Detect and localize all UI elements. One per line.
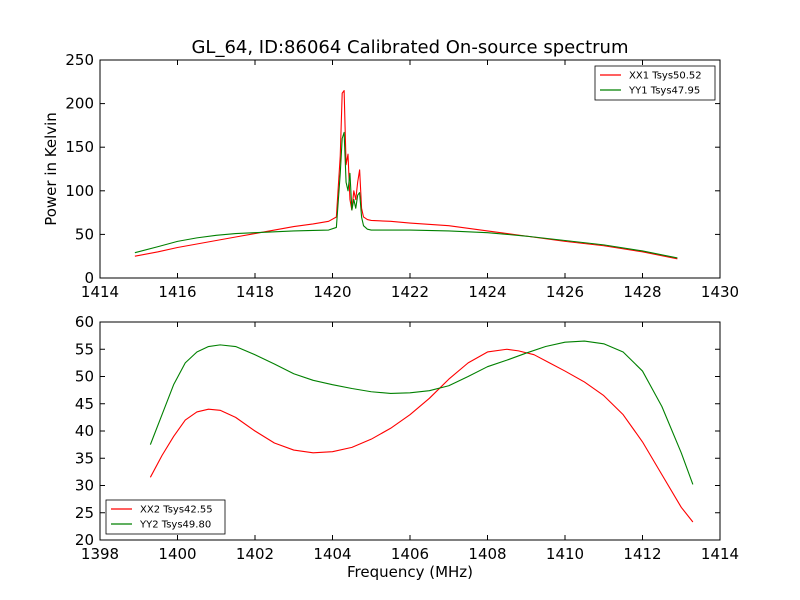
x-tick-label: 1422	[391, 283, 429, 301]
x-tick-label: 1418	[236, 283, 274, 301]
y-tick-label: 150	[65, 138, 94, 156]
x-tick-label: 1426	[546, 283, 584, 301]
series-line-1	[134, 131, 678, 259]
y-tick-label: 20	[75, 531, 94, 549]
top-chart: 1414 1416 1418 1420 1422 1424 1426 1428 1430 0 50 1…	[65, 51, 739, 301]
legend-entry-0: XX1 Tsys50.52	[629, 71, 702, 82]
x-tick-label: 1420	[313, 283, 351, 301]
bottom-x-axis-label: Frequency (MHz)	[347, 563, 473, 581]
x-tick-label: 1428	[623, 283, 661, 301]
series-line-0	[134, 89, 678, 260]
x-tick-label: 1430	[701, 283, 739, 301]
x-tick-label: 1400	[158, 545, 196, 563]
y-tick-label: 250	[65, 51, 94, 69]
y-tick-label: 60	[75, 313, 94, 331]
x-tick-label: 1410	[546, 545, 584, 563]
x-tick-label: 1412	[623, 545, 661, 563]
x-tick-label: 1414	[81, 283, 119, 301]
y-tick-label: 45	[75, 395, 94, 413]
legend-entry-1: YY1 Tsys47.95	[628, 86, 700, 97]
bottom-chart: 1398 1400 1402 1404 1406 1408 1410 1412 1414 20 25…	[75, 313, 739, 563]
legend-entry-1: YY2 Tsys49.80	[139, 520, 211, 531]
x-tick-label: 1414	[701, 545, 739, 563]
y-tick-label: 30	[75, 477, 94, 495]
chart-title: GL_64, ID:86064 Calibrated On-source spe…	[191, 37, 628, 58]
x-tick-label: 1402	[236, 545, 274, 563]
y-tick-label: 200	[65, 95, 94, 113]
legend-box	[594, 65, 716, 101]
x-tick-label: 1406	[391, 545, 429, 563]
y-tick-label: 100	[65, 182, 94, 200]
x-tick-label: 1404	[313, 545, 351, 563]
legend: XX1 Tsys50.52 YY1 Tsys47.95	[594, 65, 716, 101]
y-tick-label: 40	[75, 422, 94, 440]
y-tick-label: 50	[75, 225, 94, 243]
x-tick-label: 1416	[158, 283, 196, 301]
series-line-1	[149, 340, 694, 485]
x-tick-label: 1408	[468, 545, 506, 563]
y-tick-label: 50	[75, 368, 94, 386]
top-y-axis-label: Power in Kelvin	[42, 112, 60, 226]
x-tick-label: 1398	[81, 545, 119, 563]
legend-entry-0: XX2 Tsys42.55	[140, 505, 213, 516]
y-tick-label: 25	[75, 504, 94, 522]
y-tick-label: 55	[75, 340, 94, 358]
y-tick-label: 35	[75, 449, 94, 467]
series-line-0	[149, 348, 694, 523]
legend: XX2 Tsys42.55 YY2 Tsys49.80	[105, 499, 226, 535]
legend-box	[105, 499, 226, 535]
x-tick-label: 1424	[468, 283, 506, 301]
y-tick-label: 0	[84, 269, 94, 287]
